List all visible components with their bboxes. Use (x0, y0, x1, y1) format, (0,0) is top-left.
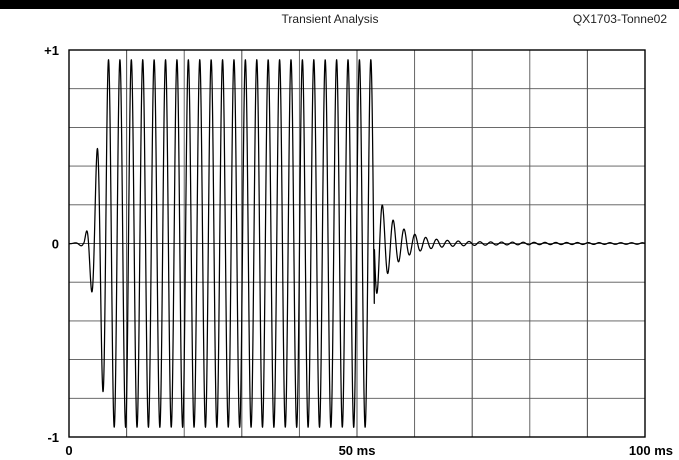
axis-layer (68, 49, 646, 438)
y-tick-label: 0 (52, 237, 59, 252)
x-tick-label: 100 ms (629, 443, 673, 458)
waveform-layer (68, 59, 646, 428)
plot-border (68, 49, 646, 438)
waveform-line (68, 59, 646, 428)
tick-label-layer: +1 0 -1 0 50 ms 100 ms (44, 43, 673, 458)
chart-title: Transient Analysis (281, 12, 379, 26)
header-bar (0, 0, 679, 9)
x-tick-label: 50 ms (339, 443, 376, 458)
x-tick-label: 0 (65, 443, 72, 458)
y-tick-label: -1 (47, 430, 59, 445)
y-tick-label: +1 (44, 43, 59, 58)
source-id-label: QX1703-Tonne02 (572, 12, 667, 26)
